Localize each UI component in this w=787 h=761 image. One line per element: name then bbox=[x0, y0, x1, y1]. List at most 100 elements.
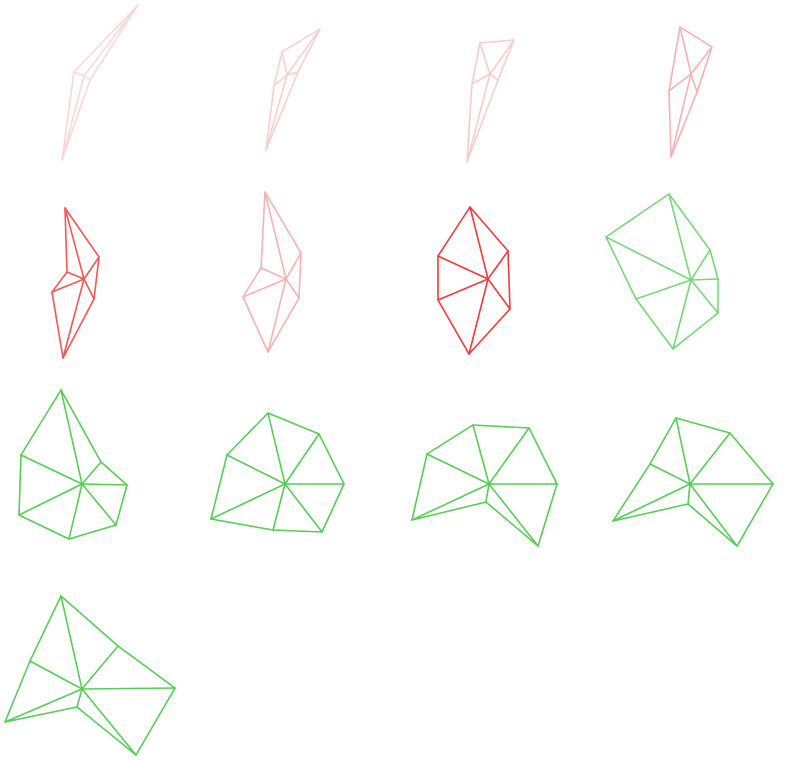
outline-edge bbox=[267, 412, 320, 435]
outline-edge bbox=[318, 433, 345, 485]
outline-edge bbox=[696, 46, 713, 93]
shapes-layer bbox=[4, 4, 774, 756]
outline-edge bbox=[64, 207, 100, 258]
outline-edge bbox=[4, 706, 78, 723]
outline-edge bbox=[100, 461, 128, 486]
outline-edge bbox=[267, 297, 300, 353]
spoke-edge bbox=[267, 412, 286, 485]
outline-edge bbox=[265, 71, 299, 151]
outline-edge bbox=[437, 299, 470, 355]
outline-edge bbox=[670, 91, 698, 158]
spoke-edge bbox=[73, 71, 85, 77]
spoke-edge bbox=[83, 256, 100, 280]
spoke-edge bbox=[20, 454, 83, 485]
outline-edge bbox=[469, 206, 509, 252]
outline-edge bbox=[51, 291, 64, 359]
outline-edge bbox=[729, 432, 774, 485]
spoke-edge bbox=[635, 279, 692, 300]
spoke-edge bbox=[426, 453, 490, 485]
spoke-edge bbox=[285, 252, 302, 280]
spoke-edge bbox=[83, 278, 95, 300]
outline-edge bbox=[687, 503, 738, 547]
outline-edge bbox=[117, 645, 176, 689]
outline-edge bbox=[260, 191, 266, 269]
outline-edge bbox=[4, 660, 31, 723]
outline-edge bbox=[281, 28, 321, 53]
outline-edge bbox=[321, 483, 345, 533]
spoke-edge bbox=[679, 26, 692, 75]
outline-edge bbox=[64, 207, 68, 273]
outline-edge bbox=[468, 308, 511, 355]
spoke-edge bbox=[437, 255, 489, 280]
spoke-edge bbox=[689, 483, 738, 547]
spoke-edge bbox=[4, 688, 83, 723]
outline-edge bbox=[736, 483, 774, 547]
outline-edge bbox=[60, 595, 119, 647]
spoke-edge bbox=[469, 206, 489, 280]
spoke-edge bbox=[60, 595, 83, 690]
outline-edge bbox=[497, 39, 515, 81]
spoke-edge bbox=[210, 483, 286, 520]
shape-9 bbox=[18, 389, 128, 540]
outline-edge bbox=[298, 252, 302, 299]
outline-edge bbox=[226, 412, 269, 456]
spoke-edge bbox=[489, 39, 515, 75]
outline-edge bbox=[612, 503, 689, 522]
outline-edge bbox=[411, 453, 428, 521]
outline-edge bbox=[89, 4, 139, 81]
outline-edge bbox=[29, 595, 62, 662]
outline-edge bbox=[635, 298, 674, 350]
spoke-edge bbox=[689, 432, 731, 485]
spoke-edge bbox=[690, 46, 713, 75]
outline-edge bbox=[272, 529, 323, 533]
spoke-edge bbox=[226, 454, 286, 485]
spoke-edge bbox=[471, 73, 491, 85]
spoke-edge bbox=[488, 483, 539, 547]
outline-edge bbox=[297, 28, 321, 73]
spoke-edge bbox=[468, 278, 489, 355]
outline-edge bbox=[135, 687, 176, 756]
spoke-edge bbox=[668, 73, 692, 92]
outline-edge bbox=[537, 483, 558, 547]
shape-10 bbox=[210, 412, 345, 533]
outline-edge bbox=[668, 90, 672, 158]
shape-2 bbox=[265, 28, 321, 151]
spoke-edge bbox=[472, 424, 490, 485]
shape-11 bbox=[411, 424, 558, 547]
outline-edge bbox=[649, 417, 677, 465]
spoke-edge bbox=[284, 433, 320, 485]
spoke-edge bbox=[273, 74, 288, 87]
spoke-edge bbox=[690, 249, 711, 281]
spoke-edge bbox=[437, 278, 489, 301]
outline-edge bbox=[210, 454, 228, 520]
spoke-edge bbox=[267, 278, 287, 353]
spoke-edge bbox=[61, 75, 85, 161]
spoke-edge bbox=[81, 483, 128, 486]
outline-edge bbox=[18, 454, 22, 516]
spoke-edge bbox=[285, 278, 300, 299]
outline-edge bbox=[73, 4, 139, 73]
outline-edge bbox=[679, 26, 713, 48]
outline-edge bbox=[76, 706, 137, 756]
shape-3 bbox=[466, 39, 515, 163]
spoke-edge bbox=[60, 389, 83, 485]
spoke-edge bbox=[18, 483, 83, 516]
outline-edge bbox=[93, 256, 100, 300]
spoke-edge bbox=[264, 191, 287, 280]
shape-7 bbox=[437, 206, 511, 355]
spoke-edge bbox=[81, 645, 119, 690]
outline-edge bbox=[612, 463, 651, 522]
spoke-edge bbox=[612, 483, 691, 522]
spoke-edge bbox=[284, 483, 323, 533]
outline-edge bbox=[471, 42, 481, 85]
outline-edge bbox=[437, 206, 471, 257]
spoke-edge bbox=[690, 279, 719, 314]
shape-1 bbox=[61, 4, 139, 161]
outline-edge bbox=[411, 501, 487, 521]
outline-edge bbox=[51, 271, 68, 293]
outline-edge bbox=[115, 484, 128, 526]
spoke-edge bbox=[479, 42, 491, 75]
outline-edge bbox=[672, 312, 719, 350]
